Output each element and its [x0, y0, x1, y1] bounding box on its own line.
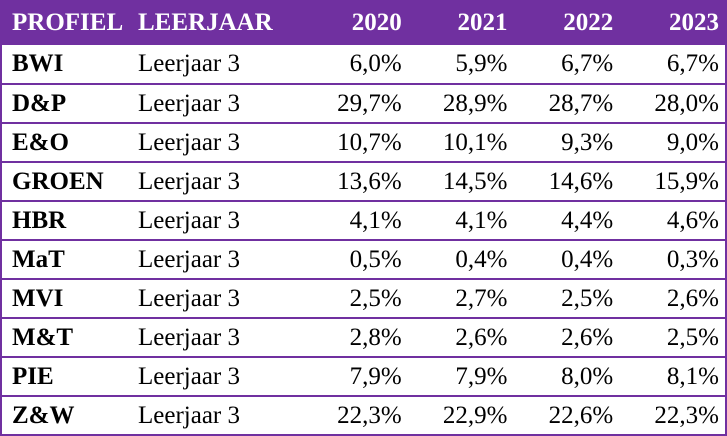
- cell-value-2023: 0,3%: [666, 245, 719, 273]
- cell-value-2021: 2,6%: [455, 323, 508, 351]
- cell-leerjaar: Leerjaar 3: [138, 362, 241, 390]
- cell-value-2021: 28,9%: [442, 89, 508, 117]
- table-row: PIE Leerjaar 3 7,9% 7,9% 8,0% 8,1%: [2, 357, 727, 396]
- cell-value-2021: 4,1%: [455, 206, 508, 234]
- cell-leerjaar: Leerjaar 3: [138, 245, 241, 273]
- cell-value-2023: 9,0%: [666, 128, 719, 156]
- cell-leerjaar: Leerjaar 3: [138, 128, 241, 156]
- cell-profiel: GROEN: [12, 167, 104, 195]
- cell-value-2023: 2,5%: [666, 323, 719, 351]
- cell-value-2022: 28,7%: [548, 89, 614, 117]
- cell-value-2021: 14,5%: [442, 167, 508, 195]
- header-profiel: PROFIEL: [12, 8, 124, 36]
- cell-value-2022: 22,6%: [548, 401, 614, 429]
- cell-value-2023: 2,6%: [666, 284, 719, 312]
- header-year-2022: 2022: [563, 8, 614, 36]
- cell-profiel: BWI: [12, 50, 64, 77]
- cell-leerjaar: Leerjaar 3: [138, 89, 241, 117]
- cell-profiel: MaT: [12, 245, 65, 273]
- table-row: Z&W Leerjaar 3 22,3% 22,9% 22,6% 22,3%: [2, 396, 727, 435]
- cell-value-2022: 2,6%: [561, 323, 614, 351]
- header-row: PROFIEL LEERJAAR 2020 2021 2022 2023: [2, 0, 727, 45]
- cell-value-2020: 10,7%: [337, 128, 402, 156]
- table-row: HBR Leerjaar 3 4,1% 4,1% 4,4% 4,6%: [2, 201, 727, 240]
- cell-value-2020: 2,5%: [349, 284, 402, 312]
- cell-value-2022: 9,3%: [561, 128, 614, 156]
- cell-value-2020: 29,7%: [337, 89, 402, 117]
- cell-profiel: Z&W: [12, 401, 75, 429]
- header-year-2023: 2023: [669, 8, 719, 36]
- cell-value-2023: 22,3%: [654, 401, 719, 429]
- cell-value-2022: 14,6%: [548, 167, 614, 195]
- cell-value-2021: 10,1%: [442, 128, 508, 156]
- cell-leerjaar: Leerjaar 3: [138, 167, 241, 195]
- cell-value-2022: 2,5%: [561, 284, 614, 312]
- header-leerjaar: LEERJAAR: [138, 8, 273, 36]
- cell-profiel: HBR: [12, 206, 67, 234]
- cell-value-2022: 0,4%: [561, 245, 614, 273]
- cell-value-2021: 7,9%: [455, 362, 508, 390]
- cell-value-2020: 2,8%: [349, 323, 402, 351]
- cell-value-2020: 13,6%: [337, 167, 402, 195]
- table-row: BWI Leerjaar 3 6,0% 5,9% 6,7% 6,7%: [2, 45, 727, 84]
- cell-value-2022: 4,4%: [561, 206, 614, 234]
- cell-value-2020: 4,1%: [349, 206, 402, 234]
- cell-value-2023: 6,7%: [666, 50, 719, 77]
- cell-profiel: E&O: [12, 128, 69, 156]
- table-row: E&O Leerjaar 3 10,7% 10,1% 9,3% 9,0%: [2, 123, 727, 162]
- cell-leerjaar: Leerjaar 3: [138, 401, 241, 429]
- table-row: MVI Leerjaar 3 2,5% 2,7% 2,5% 2,6%: [2, 279, 727, 318]
- cell-profiel: D&P: [12, 89, 67, 117]
- table-body: BWI Leerjaar 3 6,0% 5,9% 6,7% 6,7% D&P Leerjaar…: [2, 45, 727, 435]
- cell-value-2020: 7,9%: [349, 362, 402, 390]
- cell-value-2021: 0,4%: [455, 245, 508, 273]
- table-row: M&T Leerjaar 3 2,8% 2,6% 2,6% 2,5%: [2, 318, 727, 357]
- cell-leerjaar: Leerjaar 3: [138, 323, 241, 351]
- cell-leerjaar: Leerjaar 3: [138, 284, 241, 312]
- cell-value-2021: 5,9%: [455, 50, 508, 77]
- cell-leerjaar: Leerjaar 3: [138, 50, 241, 77]
- header-year-2020: 2020: [351, 8, 402, 36]
- table-row: D&P Leerjaar 3 29,7% 28,9% 28,7% 28,0%: [2, 84, 727, 123]
- cell-profiel: M&T: [12, 323, 74, 351]
- table-header: PROFIEL LEERJAAR 2020 2021 2022 2023: [2, 0, 727, 45]
- cell-leerjaar: Leerjaar 3: [138, 206, 241, 234]
- table-row: MaT Leerjaar 3 0,5% 0,4% 0,4% 0,3%: [2, 240, 727, 279]
- cell-profiel: MVI: [12, 284, 64, 312]
- cell-value-2022: 6,7%: [561, 50, 614, 77]
- table-row: GROEN Leerjaar 3 13,6% 14,5% 14,6% 15,9%: [2, 162, 727, 201]
- cell-value-2020: 6,0%: [349, 50, 402, 77]
- cell-value-2021: 22,9%: [442, 401, 508, 429]
- cell-profiel: PIE: [12, 362, 54, 390]
- cell-value-2023: 4,6%: [666, 206, 719, 234]
- cell-value-2022: 8,0%: [561, 362, 614, 390]
- cell-value-2023: 28,0%: [654, 89, 719, 117]
- header-year-2021: 2021: [457, 8, 508, 36]
- cell-value-2023: 15,9%: [654, 167, 719, 195]
- cell-value-2023: 8,1%: [666, 362, 719, 390]
- cell-value-2021: 2,7%: [455, 284, 508, 312]
- cell-value-2020: 0,5%: [349, 245, 402, 273]
- cell-value-2020: 22,3%: [337, 401, 402, 429]
